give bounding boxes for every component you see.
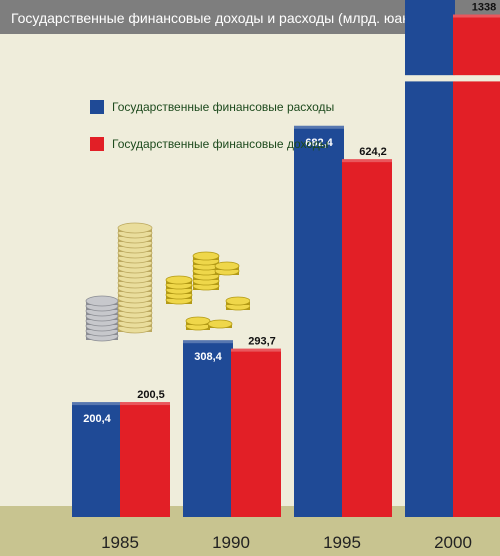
x-tick-1990: 1990 (212, 533, 250, 552)
data-label-revenues-1995: 624,2 (359, 146, 387, 158)
bar-expenses-1990 (183, 340, 233, 517)
bar-revenues-1995 (342, 159, 392, 518)
bars-group (72, 0, 500, 518)
legend-label-revenues: Государственные финансовые доходы (112, 137, 329, 151)
legend-swatch-expenses (90, 100, 104, 114)
x-tick-labels-group: 1985 1990 1995 2000 (101, 533, 472, 552)
data-label-revenues-2000: 1338 (472, 2, 496, 14)
x-tick-2000: 2000 (434, 533, 472, 552)
x-tick-1985: 1985 (101, 533, 139, 552)
legend: Государственные финансовые расходы Госуд… (90, 97, 334, 171)
bar-expenses-2000 (405, 0, 455, 518)
data-label-revenues-1990: 293,7 (248, 336, 276, 348)
bar-revenues-1990 (231, 348, 281, 517)
legend-item-revenues: Государственные финансовые доходы (90, 134, 334, 154)
data-label-revenues-1985: 200,5 (137, 389, 165, 401)
legend-item-expenses: Государственные финансовые расходы (90, 97, 334, 117)
bar-revenues-2000 (453, 14, 500, 518)
bar-expenses-1995 (294, 125, 344, 517)
coin-stacks-icon (85, 222, 250, 342)
x-tick-1995: 1995 (323, 533, 361, 552)
legend-label-expenses: Государственные финансовые расходы (112, 100, 335, 114)
data-label-expenses-1995: 682,4 (305, 137, 333, 149)
data-label-expenses-1985: 200,4 (83, 413, 111, 425)
bar-expenses-1985 (72, 402, 122, 517)
bar-revenues-1985 (120, 402, 170, 517)
legend-swatch-revenues (90, 137, 104, 151)
data-label-expenses-1990: 308,4 (194, 351, 222, 363)
